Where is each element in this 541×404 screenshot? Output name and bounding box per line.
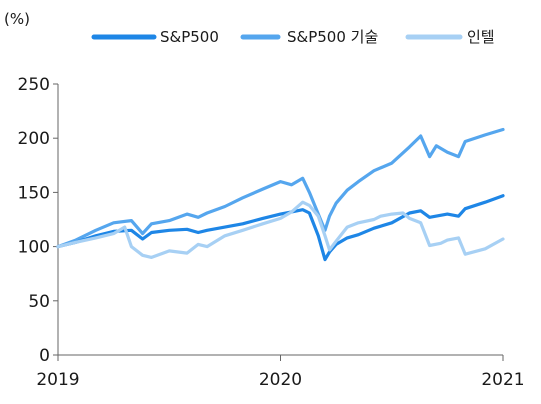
legend: S&P500 S&P500 기술 인텔 [91, 28, 495, 46]
y-tick-label: 200 [18, 129, 50, 149]
x-axis-ticks: 2019 2020 2021 [36, 355, 525, 390]
x-tick-label: 2020 [259, 370, 302, 390]
y-tick-label: 150 [18, 183, 50, 203]
x-tick-label: 2019 [36, 370, 79, 390]
y-tick-label: 100 [18, 238, 50, 258]
y-tick-label: 50 [28, 292, 50, 312]
series-lines [56, 127, 505, 262]
legend-label-sp500-tech: S&P500 기술 [287, 28, 378, 46]
series-line-intel [56, 200, 505, 259]
x-tick-label: 2021 [481, 370, 524, 390]
y-axis-ticks: 0 50 100 150 200 250 [18, 75, 58, 366]
series-line-sp500-tech [56, 127, 505, 249]
y-unit-label: (%) [4, 10, 30, 28]
legend-label-sp500: S&P500 [160, 28, 219, 46]
series-line-sp500 [56, 194, 505, 262]
y-tick-label: 250 [18, 75, 50, 95]
legend-label-intel: 인텔 [467, 28, 495, 46]
y-tick-label: 0 [39, 346, 50, 366]
